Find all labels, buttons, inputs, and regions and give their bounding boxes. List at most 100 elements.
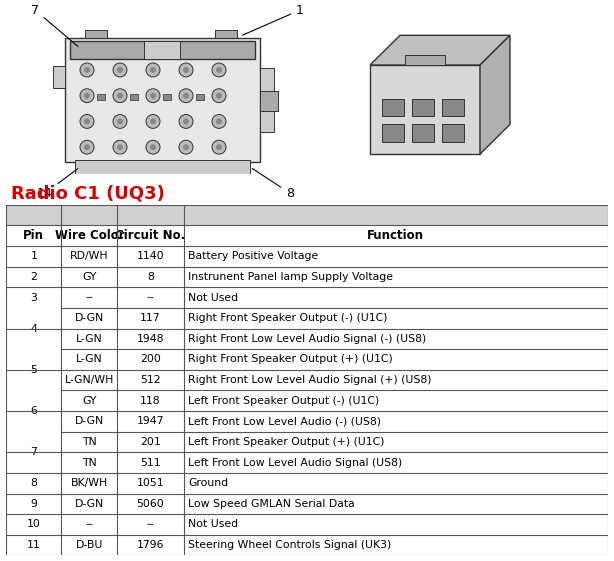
Circle shape (146, 140, 160, 154)
Text: 9: 9 (30, 499, 37, 509)
Text: Left Front Low Level Audio (-) (US8): Left Front Low Level Audio (-) (US8) (188, 416, 381, 426)
Bar (130, 94, 138, 100)
Text: L-GN/WH: L-GN/WH (65, 375, 114, 385)
Text: 2: 2 (30, 272, 37, 282)
Circle shape (212, 114, 226, 128)
Text: TN: TN (82, 437, 97, 447)
Text: 14: 14 (37, 169, 78, 200)
Text: 201: 201 (140, 437, 161, 447)
Circle shape (146, 89, 160, 103)
Bar (260, 68, 274, 132)
Text: Not Used: Not Used (188, 293, 239, 302)
Circle shape (183, 93, 189, 99)
Text: 7: 7 (31, 3, 78, 47)
Circle shape (80, 63, 94, 77)
Text: TN: TN (82, 458, 97, 467)
Text: Right Front Low Level Audio Signal (-) (US8): Right Front Low Level Audio Signal (-) (… (188, 334, 427, 344)
Text: --: -- (85, 293, 93, 302)
Circle shape (117, 144, 123, 150)
Text: L-GN: L-GN (76, 334, 103, 344)
Text: Circuit No.: Circuit No. (115, 229, 185, 242)
Text: 1: 1 (243, 3, 304, 35)
Bar (382, 99, 404, 117)
Text: --: -- (147, 293, 155, 302)
Text: 3: 3 (30, 293, 37, 302)
Text: Function: Function (367, 229, 424, 242)
Bar (65, 38, 260, 162)
Polygon shape (370, 65, 480, 154)
Text: Low Speed GMLAN Serial Data: Low Speed GMLAN Serial Data (188, 499, 356, 509)
Text: 1140: 1140 (137, 251, 165, 261)
Text: Right Front Speaker Output (+) (U1C): Right Front Speaker Output (+) (U1C) (188, 355, 393, 365)
Text: Ground: Ground (188, 478, 228, 488)
Text: GY: GY (82, 272, 96, 282)
Text: Wire Color: Wire Color (55, 229, 124, 242)
Text: D-BU: D-BU (76, 540, 103, 550)
Circle shape (183, 67, 189, 73)
Circle shape (150, 93, 156, 99)
Text: Instrunent Panel lamp Supply Voltage: Instrunent Panel lamp Supply Voltage (188, 272, 394, 282)
Bar (53, 66, 65, 88)
Bar (412, 99, 434, 117)
Circle shape (117, 93, 123, 99)
Text: 8: 8 (147, 272, 154, 282)
Polygon shape (480, 35, 510, 154)
Text: Radio C1 (UQ3): Radio C1 (UQ3) (11, 185, 165, 203)
Polygon shape (370, 35, 510, 65)
Circle shape (150, 67, 156, 73)
Circle shape (117, 67, 123, 73)
Text: 10: 10 (27, 519, 41, 530)
Text: Not Used: Not Used (188, 519, 239, 530)
Circle shape (179, 140, 193, 154)
Circle shape (179, 89, 193, 103)
Circle shape (84, 118, 90, 125)
Circle shape (212, 89, 226, 103)
Circle shape (84, 144, 90, 150)
Text: RD/WH: RD/WH (70, 251, 109, 261)
Bar (196, 94, 204, 100)
Text: Pin: Pin (23, 229, 44, 242)
Text: Steering Wheel Controls Signal (UK3): Steering Wheel Controls Signal (UK3) (188, 540, 392, 550)
Bar (70, 42, 255, 59)
Circle shape (80, 89, 94, 103)
Text: 1: 1 (30, 251, 37, 261)
Circle shape (179, 63, 193, 77)
Text: Right Front Low Level Audio Signal (+) (US8): Right Front Low Level Audio Signal (+) (… (188, 375, 432, 385)
Circle shape (216, 118, 222, 125)
Text: Battery Positive Voltage: Battery Positive Voltage (188, 251, 319, 261)
Circle shape (113, 114, 127, 128)
Text: 6: 6 (30, 406, 37, 416)
Bar (215, 30, 237, 38)
Bar (442, 125, 464, 142)
Bar (405, 55, 445, 65)
Circle shape (179, 114, 193, 128)
Bar (442, 99, 464, 117)
Text: 8: 8 (252, 168, 294, 200)
Circle shape (80, 140, 94, 154)
Circle shape (113, 63, 127, 77)
Circle shape (117, 118, 123, 125)
Bar (75, 160, 250, 174)
Text: 5060: 5060 (137, 499, 165, 509)
Text: --: -- (85, 519, 93, 530)
Bar (412, 125, 434, 142)
Text: 512: 512 (140, 375, 161, 385)
Circle shape (80, 114, 94, 128)
Bar (85, 30, 107, 38)
Circle shape (212, 140, 226, 154)
Text: D-GN: D-GN (75, 313, 104, 323)
Bar (163, 94, 171, 100)
Circle shape (216, 144, 222, 150)
Text: 118: 118 (140, 396, 161, 406)
Circle shape (84, 67, 90, 73)
Circle shape (146, 114, 160, 128)
Text: 511: 511 (140, 458, 161, 467)
Text: L-GN: L-GN (76, 355, 103, 365)
Circle shape (150, 144, 156, 150)
Circle shape (84, 93, 90, 99)
Bar (144, 42, 180, 59)
Circle shape (216, 93, 222, 99)
Text: 117: 117 (140, 313, 161, 323)
Text: 1051: 1051 (137, 478, 165, 488)
Circle shape (146, 63, 160, 77)
